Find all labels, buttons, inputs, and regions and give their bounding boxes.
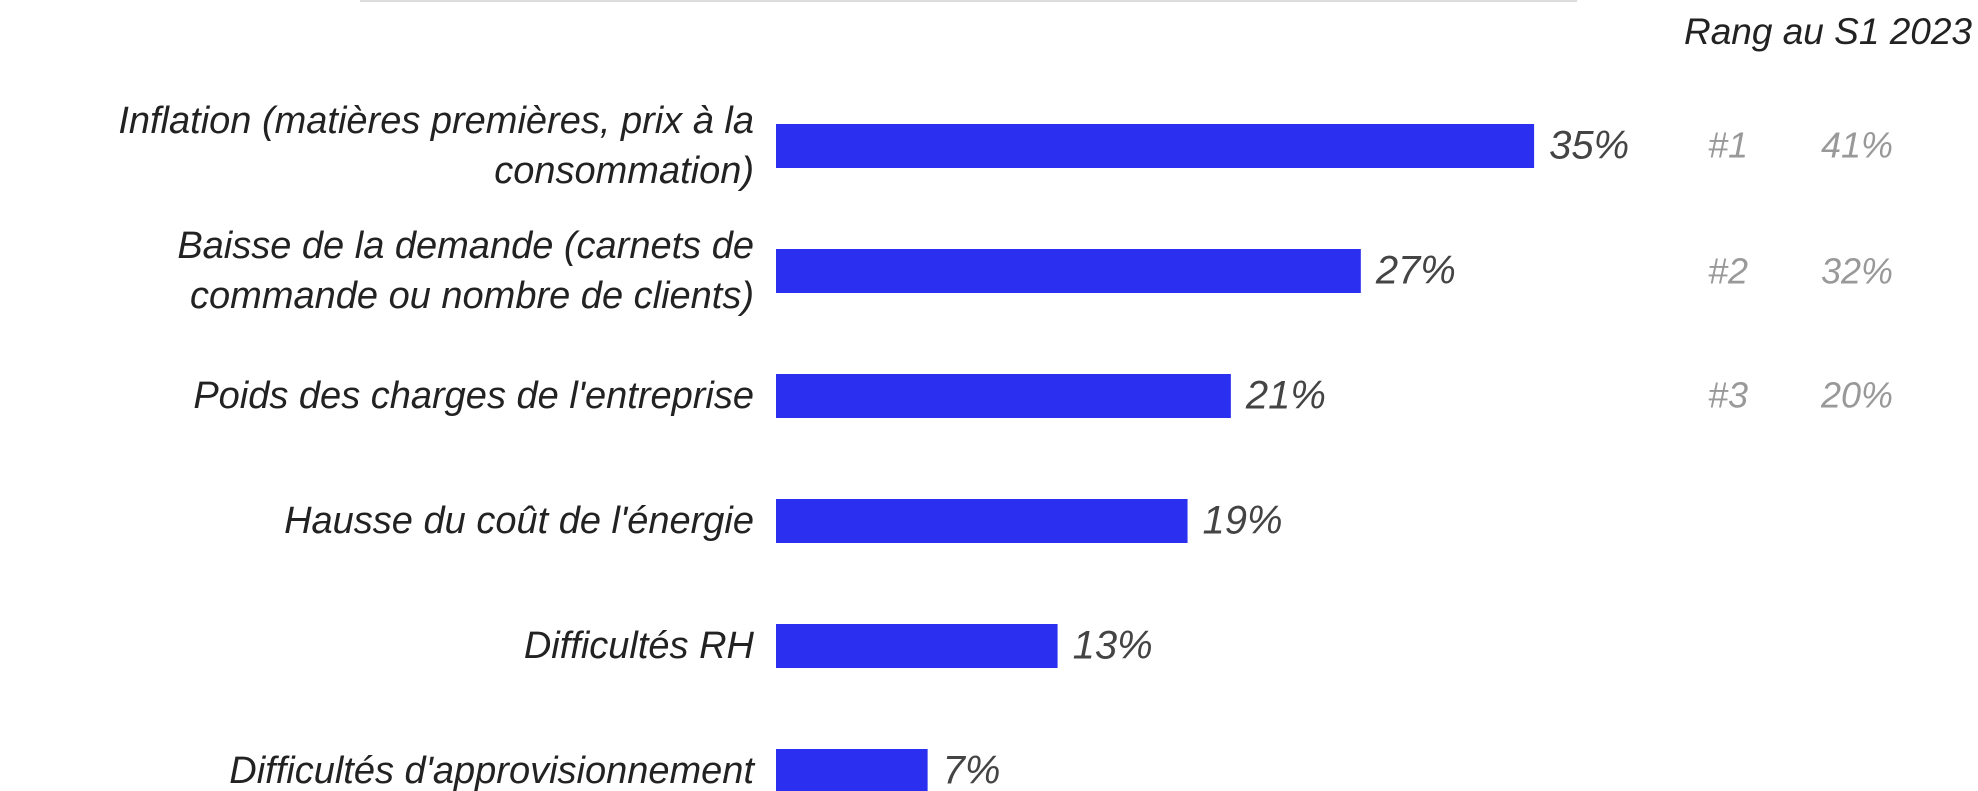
bar — [776, 624, 1058, 668]
bar — [776, 749, 928, 791]
previous-rank: #1 — [1708, 125, 1748, 166]
category-label: Difficultés d'approvisionnement — [229, 750, 754, 791]
bar — [776, 374, 1231, 418]
bar — [776, 499, 1188, 543]
previous-value: 32% — [1821, 251, 1893, 292]
previous-value: 20% — [1820, 375, 1893, 416]
value-label: 21% — [1245, 374, 1326, 418]
category-label: Difficultés RH — [523, 625, 754, 667]
rank-header: Rang au S1 2023 — [1684, 11, 1972, 52]
category-label: Poids des charges de l'entreprise — [193, 375, 754, 417]
category-label: Inflation (matières premières, prix à la… — [118, 100, 754, 192]
value-label: 27% — [1375, 249, 1456, 293]
category-label: Baisse de la demande (carnets de command… — [177, 225, 754, 317]
value-label: 35% — [1549, 124, 1629, 168]
value-label: 7% — [943, 749, 1001, 791]
previous-rank: #2 — [1708, 251, 1748, 292]
value-label: 19% — [1203, 499, 1283, 543]
previous-value: 41% — [1821, 125, 1893, 166]
value-label: 13% — [1073, 624, 1153, 668]
bar — [776, 124, 1535, 168]
category-label: Hausse du coût de l'énergie — [284, 500, 754, 542]
previous-rank: #3 — [1708, 375, 1748, 416]
bar — [776, 249, 1361, 293]
